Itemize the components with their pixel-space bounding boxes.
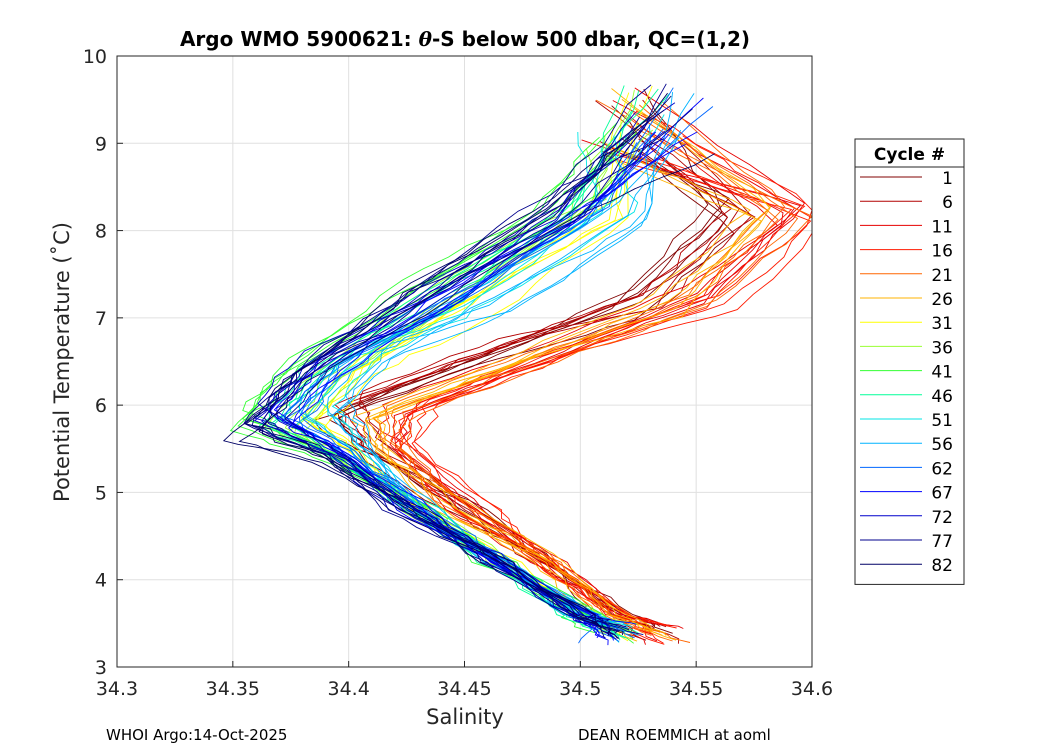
footer-left: WHOI Argo:14-Oct-2025 bbox=[106, 726, 288, 744]
profile-line-cycle-6 bbox=[347, 100, 740, 633]
profile-lines bbox=[222, 83, 813, 646]
legend-label: 26 bbox=[931, 290, 953, 310]
profile-line-cycle-6 bbox=[358, 141, 756, 628]
profile-line-cycle-77 bbox=[251, 128, 644, 636]
x-tick-label: 34.6 bbox=[791, 678, 833, 700]
chart-title: Argo WMO 5900621: θ-S below 500 dbar, QC… bbox=[180, 27, 750, 51]
profile-line-cycle-41 bbox=[237, 136, 626, 633]
legend-title: Cycle # bbox=[874, 145, 945, 165]
profile-line-cycle-21 bbox=[398, 112, 799, 643]
y-tick-label: 7 bbox=[95, 308, 107, 330]
y-axis-label: Potential Temperature (˚C) bbox=[50, 222, 74, 502]
legend-label: 77 bbox=[931, 532, 953, 552]
y-tick-label: 5 bbox=[95, 482, 107, 504]
legend-label: 36 bbox=[931, 338, 953, 358]
legend-label: 41 bbox=[931, 363, 953, 383]
legend-label: 56 bbox=[931, 435, 953, 455]
x-axis-label: Salinity bbox=[426, 705, 504, 729]
profile-line-cycle-21 bbox=[406, 123, 813, 636]
legend-label: 16 bbox=[931, 242, 953, 262]
profile-line-cycle-82 bbox=[244, 92, 668, 637]
profile-line-cycle-26 bbox=[365, 141, 757, 641]
legend-label: 31 bbox=[931, 314, 953, 334]
profile-line-cycle-11 bbox=[403, 87, 806, 642]
y-tick-label: 6 bbox=[95, 395, 107, 417]
profile-line-cycle-16 bbox=[413, 110, 813, 644]
profile-line-cycle-56 bbox=[345, 124, 653, 629]
legend-label: 72 bbox=[931, 508, 953, 528]
legend-label: 1 bbox=[942, 169, 953, 189]
legend-label: 21 bbox=[931, 266, 953, 286]
legend-label: 82 bbox=[931, 556, 953, 576]
tick-labels: 34.3 34.35 34.4 34.45 34.5 34.55 34.6 3 4 5 6 7 8 9 10 bbox=[83, 46, 833, 700]
profile-line-cycle-26 bbox=[377, 88, 771, 636]
footer-right: DEAN ROEMMICH at aoml bbox=[578, 726, 771, 744]
y-tick-label: 10 bbox=[83, 46, 107, 68]
grid bbox=[116, 55, 813, 668]
x-tick-label: 34.35 bbox=[206, 678, 260, 700]
legend-label: 46 bbox=[931, 387, 953, 407]
y-tick-label: 8 bbox=[95, 221, 107, 243]
profile-line-cycle-56 bbox=[331, 129, 682, 627]
y-tick-label: 4 bbox=[95, 570, 107, 592]
legend-label: 11 bbox=[931, 217, 953, 237]
profile-line-cycle-72 bbox=[257, 116, 640, 640]
profile-line-cycle-62 bbox=[298, 142, 638, 633]
profile-line-cycle-26 bbox=[364, 159, 763, 636]
y-tick-label: 9 bbox=[95, 133, 107, 155]
profile-line-cycle-26 bbox=[372, 99, 772, 642]
legend-label: 67 bbox=[931, 484, 953, 504]
profile-line-cycle-82 bbox=[238, 95, 672, 639]
x-tick-label: 34.3 bbox=[96, 678, 138, 700]
x-tick-label: 34.45 bbox=[437, 678, 491, 700]
legend-box bbox=[854, 138, 965, 585]
profile-line-cycle-16 bbox=[411, 147, 813, 634]
profile-line-cycle-41 bbox=[241, 151, 634, 633]
x-tick-label: 34.5 bbox=[559, 678, 601, 700]
y-tick-label: 3 bbox=[95, 657, 107, 679]
profile-line-cycle-41 bbox=[229, 121, 618, 634]
profile-line-cycle-21 bbox=[390, 101, 786, 640]
profile-line-cycle-82 bbox=[261, 153, 715, 640]
x-tick-label: 34.55 bbox=[669, 678, 723, 700]
profile-line-cycle-77 bbox=[263, 108, 693, 631]
profile-line-cycle-77 bbox=[243, 138, 665, 628]
profile-line-cycle-11 bbox=[395, 100, 796, 645]
legend-label: 51 bbox=[931, 411, 953, 431]
profile-line-cycle-21 bbox=[382, 104, 779, 632]
x-tick-label: 34.4 bbox=[328, 678, 370, 700]
legend-label: 62 bbox=[931, 459, 953, 479]
legend-label: 6 bbox=[942, 193, 953, 213]
profile-line-cycle-82 bbox=[222, 131, 635, 639]
